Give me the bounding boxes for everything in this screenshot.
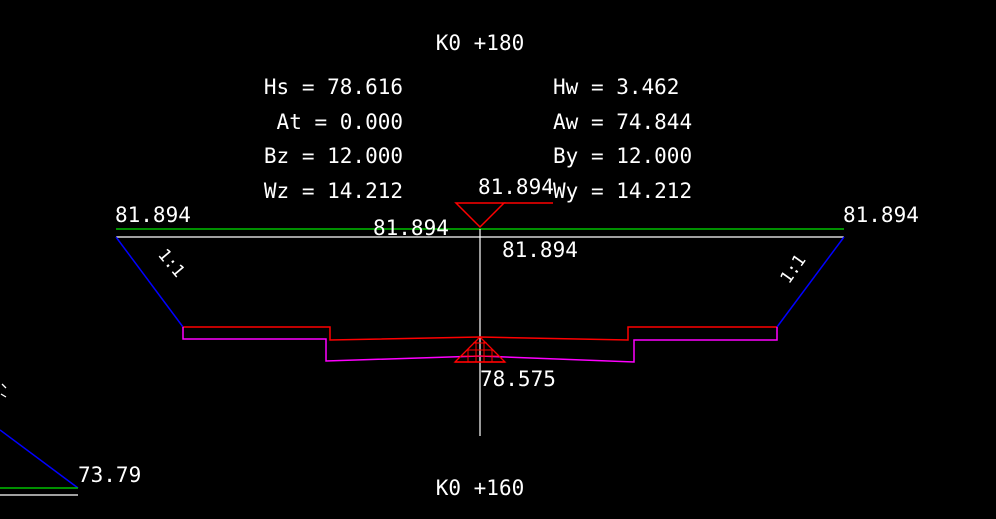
elevation-center-right: 81.894 bbox=[502, 238, 578, 262]
elevation-left-top: 81.894 bbox=[115, 203, 191, 227]
param-bz: Bz = 12.000 bbox=[264, 144, 403, 168]
lower-slope-label-fragment bbox=[0, 383, 7, 398]
slope-left-label: 1:1 bbox=[153, 245, 188, 281]
slope-right-line bbox=[776, 236, 845, 328]
station-top: K0 +180 bbox=[436, 31, 525, 55]
station-bottom: K0 +160 bbox=[436, 476, 525, 500]
param-at: At = 0.000 bbox=[277, 110, 403, 134]
params-left: Hs = 78.616 At = 0.000 Bz = 12.000 Wz = … bbox=[264, 75, 403, 203]
elevation-marker-label: 81.894 bbox=[478, 175, 554, 199]
water-level-marker bbox=[454, 202, 553, 229]
elevation-center-mid: 81.894 bbox=[373, 216, 449, 240]
elevation-right-top: 81.894 bbox=[843, 203, 919, 227]
param-hs: Hs = 78.616 bbox=[264, 75, 403, 99]
elevation-lower-left: 73.79 bbox=[78, 463, 141, 487]
lower-slope-line bbox=[0, 429, 79, 489]
bottom-hatch-marker bbox=[453, 336, 507, 363]
param-aw: Aw = 74.844 bbox=[553, 110, 692, 134]
param-wz: Wz = 14.212 bbox=[264, 179, 403, 203]
slope-right-label: 1:1 bbox=[777, 251, 811, 288]
elevation-bottom: 78.575 bbox=[480, 367, 556, 391]
param-wy: Wy = 14.212 bbox=[553, 179, 692, 203]
param-hw: Hw = 3.462 bbox=[553, 75, 679, 99]
slope-left-line bbox=[115, 236, 184, 328]
params-right: Hw = 3.462 Aw = 74.844 By = 12.000 Wy = … bbox=[553, 75, 692, 203]
param-by: By = 12.000 bbox=[553, 144, 692, 168]
